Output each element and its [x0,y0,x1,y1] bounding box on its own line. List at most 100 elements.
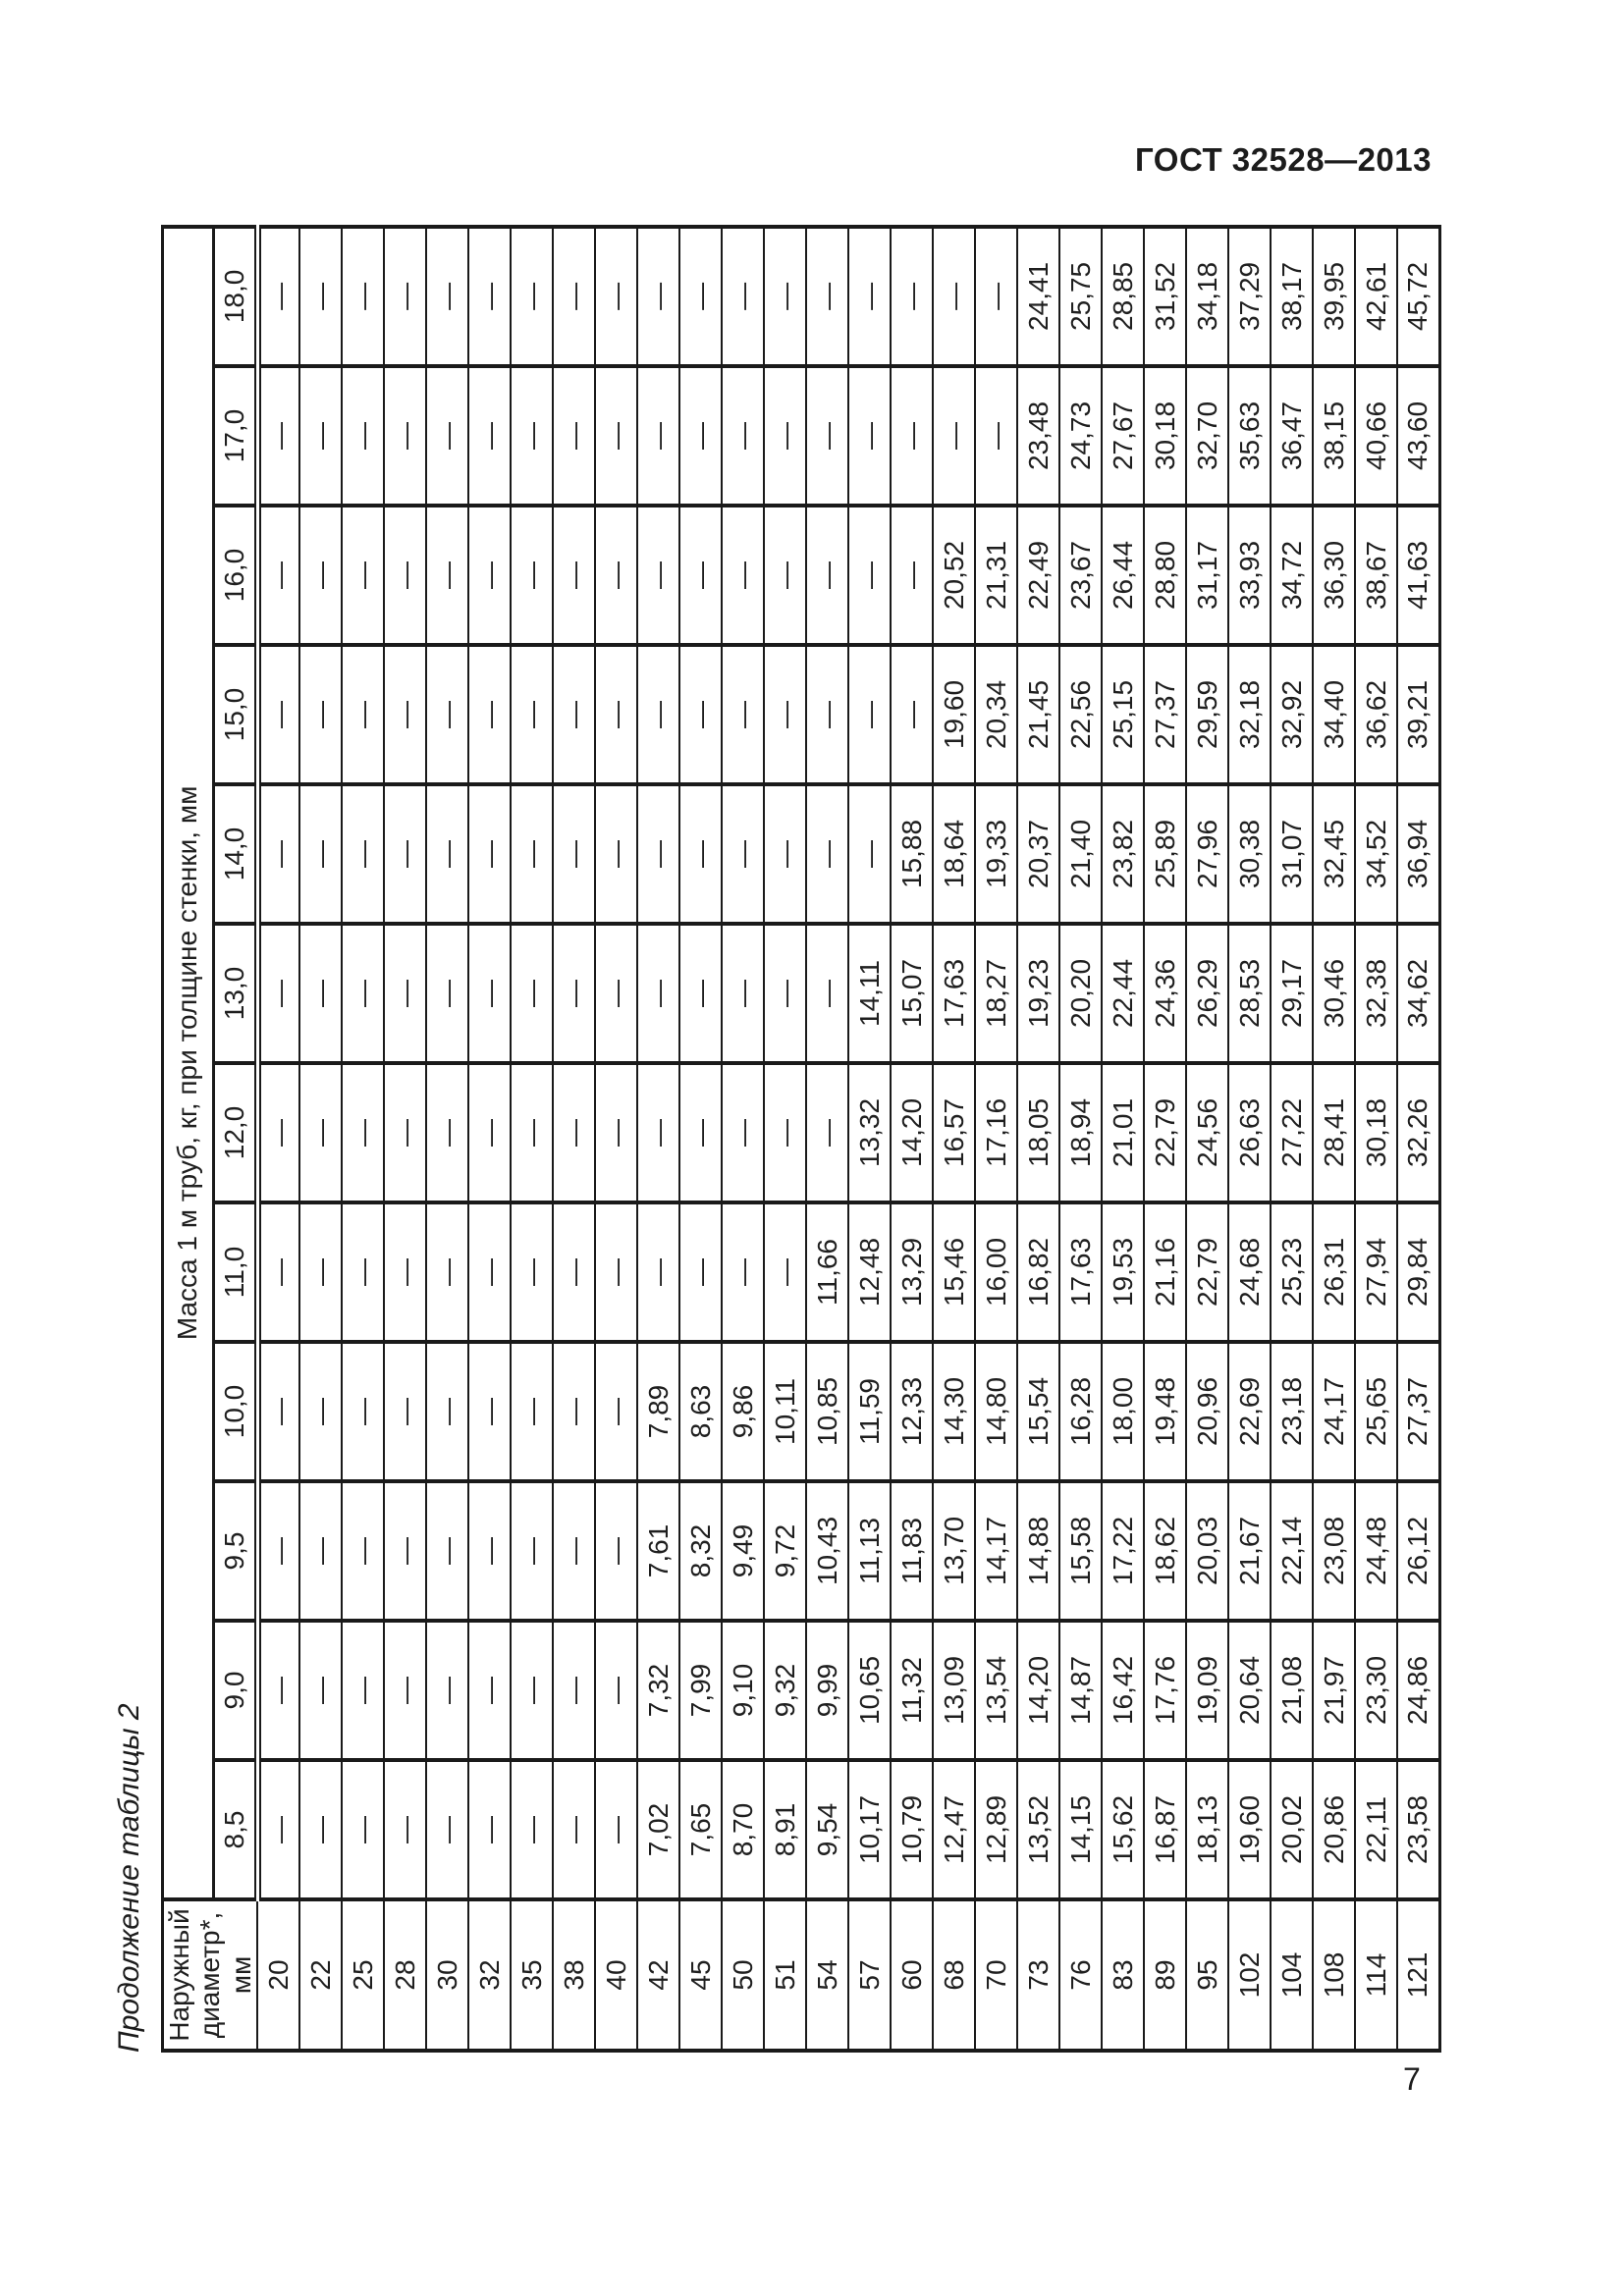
table-row: 70 12,89 13,54 14,17 14,80 16,00 17,16 18,27 19,… [975,226,1018,2051]
empty-cell: — [299,1342,343,1481]
mass-value-cell: 15,88 [891,784,934,924]
empty-cell: — [426,226,469,366]
mass-value-cell: 19,23 [1017,924,1060,1063]
mass-value-cell: 31,52 [1144,226,1187,366]
empty-cell: — [595,1621,638,1760]
empty-cell: — [299,1063,343,1202]
mass-value-cell: 8,70 [722,1760,765,1899]
mass-value-cell: 21,97 [1313,1621,1356,1760]
mass-value-cell: 31,07 [1271,784,1314,924]
mass-value-cell: 29,84 [1397,1202,1440,1342]
mass-value-cell: 24,68 [1228,1202,1272,1342]
mass-value-cell: 20,37 [1017,784,1060,924]
mass-value-cell: 11,13 [848,1481,892,1621]
empty-cell: — [764,226,807,366]
empty-cell: — [426,1760,469,1899]
mass-value-cell: 18,27 [975,924,1018,1063]
empty-cell: — [848,226,892,366]
empty-cell: — [426,1481,469,1621]
table-row: 121 23,58 24,86 26,12 27,37 29,84 32,26 34,62 36… [1397,226,1440,2051]
mass-value-cell: 30,38 [1228,784,1272,924]
mass-value-cell: 13,70 [933,1481,976,1621]
empty-cell: — [679,506,723,645]
empty-cell: — [511,366,554,506]
empty-cell: — [764,784,807,924]
diameter-cell: 38 [553,1899,596,2051]
diameter-cell: 70 [975,1899,1018,2051]
empty-cell: — [468,1063,512,1202]
mass-value-cell: 21,08 [1271,1621,1314,1760]
mass-value-cell: 40,66 [1355,366,1398,506]
mass-value-cell: 22,14 [1271,1481,1314,1621]
table-row: 89 16,87 17,76 18,62 19,48 21,16 22,79 24,36 25,… [1144,226,1187,2051]
empty-cell: — [426,1063,469,1202]
mass-value-cell: 22,79 [1144,1063,1187,1202]
mass-value-cell: 13,09 [933,1621,976,1760]
mass-value-cell: 22,49 [1017,506,1060,645]
mass-value-cell: 14,80 [975,1342,1018,1481]
thickness-header-cell: 17,0 [213,366,258,506]
empty-cell: — [722,1063,765,1202]
table-row: 57 10,17 10,65 11,13 11,59 12,48 13,32 14,11— — —… [848,226,892,2051]
empty-cell: — [511,1621,554,1760]
table-row: 108 20,86 21,97 23,08 24,17 26,31 28,41 30,46 32… [1313,226,1356,2051]
table-row: 76 14,15 14,87 15,58 16,28 17,63 18,94 20,20 21,… [1059,226,1103,2051]
mass-value-cell: 13,29 [891,1202,934,1342]
empty-cell: — [764,1202,807,1342]
empty-cell: — [257,784,300,924]
mass-value-cell: 20,96 [1186,1342,1229,1481]
empty-cell: — [806,924,849,1063]
empty-cell: — [848,366,892,506]
empty-cell: — [595,784,638,924]
mass-value-cell: 36,47 [1271,366,1314,506]
mass-value-cell: 22,79 [1186,1202,1229,1342]
table-row: 42 7,02 7,32 7,61 7,89— — — — — — — — [637,226,680,2051]
mass-value-cell: 16,28 [1059,1342,1103,1481]
mass-value-cell: 21,40 [1059,784,1103,924]
mass-value-cell: 36,94 [1397,784,1440,924]
empty-cell: — [384,645,427,784]
empty-cell: — [553,1202,596,1342]
empty-cell: — [468,924,512,1063]
diameter-cell: 20 [257,1899,300,2051]
mass-value-cell: 17,63 [1059,1202,1103,1342]
empty-cell: — [342,1063,385,1202]
mass-value-cell: 9,49 [722,1481,765,1621]
mass-value-cell: 18,64 [933,784,976,924]
table-row: 73 13,52 14,20 14,88 15,54 16,82 18,05 19,23 20,… [1017,226,1060,2051]
mass-value-cell: 23,08 [1313,1481,1356,1621]
empty-cell: — [975,366,1018,506]
empty-cell: — [468,1760,512,1899]
mass-value-cell: 21,31 [975,506,1018,645]
mass-value-cell: 21,16 [1144,1202,1187,1342]
mass-value-cell: 34,72 [1271,506,1314,645]
empty-cell: — [468,1481,512,1621]
empty-cell: — [891,645,934,784]
mass-value-cell: 23,48 [1017,366,1060,506]
mass-value-cell: 12,33 [891,1342,934,1481]
table-body: 20— — — — — — — — — — — —22— — — — — — — — — — — —25— — — — — — — — — —… [257,226,1440,2051]
empty-cell: — [257,1481,300,1621]
mass-value-cell: 20,86 [1313,1760,1356,1899]
mass-value-cell: 39,95 [1313,226,1356,366]
mass-value-cell: 22,56 [1059,645,1103,784]
empty-cell: — [722,784,765,924]
mass-value-cell: 28,80 [1144,506,1187,645]
empty-cell: — [299,1202,343,1342]
diameter-cell: 42 [637,1899,680,2051]
empty-cell: — [553,924,596,1063]
empty-cell: — [933,366,976,506]
empty-cell: — [595,1202,638,1342]
mass-value-cell: 30,46 [1313,924,1356,1063]
empty-cell: — [257,1621,300,1760]
table-row: 60 10,79 11,32 11,83 12,33 13,29 14,20 15,07 15,… [891,226,934,2051]
empty-cell: — [342,784,385,924]
empty-cell: — [257,1760,300,1899]
empty-cell: — [764,645,807,784]
empty-cell: — [806,784,849,924]
mass-value-cell: 9,72 [764,1481,807,1621]
diameter-cell: 102 [1228,1899,1272,2051]
mass-value-cell: 45,72 [1397,226,1440,366]
mass-value-cell: 9,32 [764,1621,807,1760]
